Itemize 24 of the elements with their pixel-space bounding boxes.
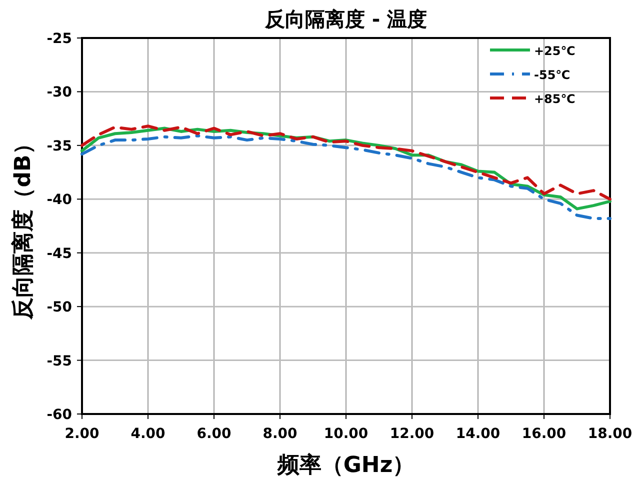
x-tick-label: 4.00 [130,426,166,442]
y-tick-label: -40 [46,192,72,208]
y-tick-label: -30 [46,84,72,101]
x-tick-label: 8.00 [262,426,298,442]
x-tick-label: 2.00 [64,426,100,442]
x-tick-label: 10.00 [324,426,368,442]
x-tick-label: 16.00 [522,426,566,442]
legend-label: +25℃ [534,44,576,58]
y-tick-label: -45 [46,246,72,262]
legend-label: +85℃ [534,92,576,106]
y-axis-title: 反向隔离度（dB） [10,132,36,320]
y-tick-label: -35 [46,138,72,154]
y-tick-label: -55 [46,353,72,370]
x-tick-label: 14.00 [456,426,500,442]
x-tick-label: 12.00 [390,426,434,442]
chart-title: 反向隔离度 - 温度 [264,7,428,31]
legend-label: -55℃ [534,68,570,82]
y-tick-label: -60 [46,407,72,423]
y-tick-label: -25 [46,31,72,47]
y-tick-label: -50 [46,300,72,316]
x-tick-label: 18.00 [588,426,632,442]
x-axis-title: 频率（GHz） [276,452,415,478]
x-tick-label: 6.00 [196,426,232,442]
line-series [80,134,612,220]
